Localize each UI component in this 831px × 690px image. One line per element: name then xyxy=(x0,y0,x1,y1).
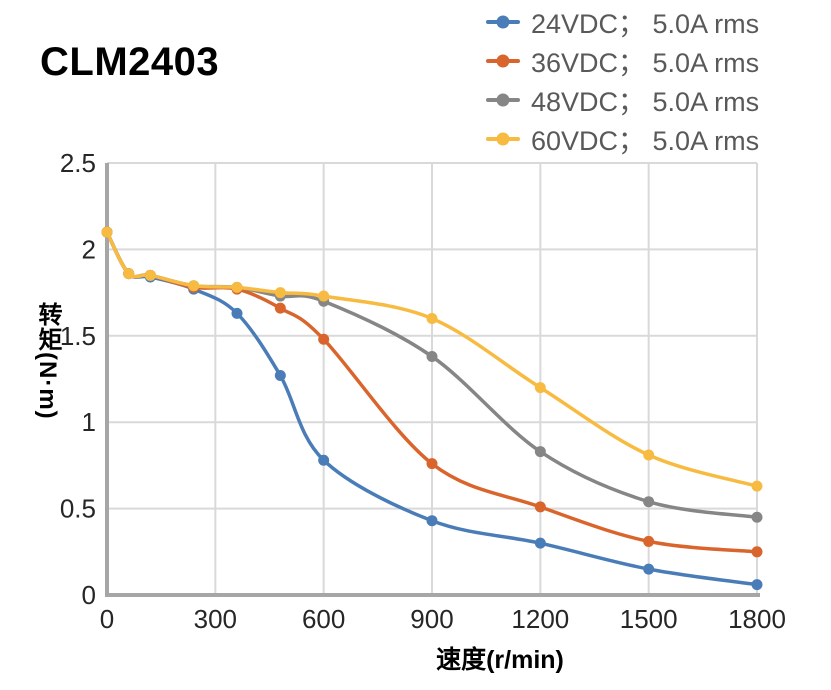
y-tick-label: 0.5 xyxy=(60,494,96,524)
data-point-marker xyxy=(426,313,438,325)
data-point-marker xyxy=(318,333,330,345)
x-tick-label: 600 xyxy=(302,604,345,634)
data-point-marker xyxy=(534,537,546,549)
data-point-marker xyxy=(188,280,200,292)
line-dot-marker-icon xyxy=(486,93,520,106)
y-axis-label: 转矩(N·m) xyxy=(34,302,61,420)
data-point-marker xyxy=(751,511,763,523)
data-point-marker xyxy=(318,454,330,466)
x-tick-label: 1800 xyxy=(728,604,786,634)
data-point-marker xyxy=(534,501,546,513)
data-point-marker xyxy=(123,268,135,280)
y-tick-label: 2.5 xyxy=(60,148,96,178)
data-point-marker xyxy=(318,290,330,302)
data-point-marker xyxy=(274,287,286,299)
legend: 24VDC； 5.0A rms 36VDC； 5.0A rms 48VDC； 5… xyxy=(486,2,759,158)
x-tick-label: 1200 xyxy=(511,604,569,634)
data-point-marker xyxy=(231,281,243,293)
legend-label: 24VDC； 5.0A rms xyxy=(531,9,760,39)
data-point-marker xyxy=(274,302,286,314)
x-tick-label: 1500 xyxy=(620,604,678,634)
legend-label: 36VDC； 5.0A rms xyxy=(531,48,760,78)
data-point-marker xyxy=(426,458,438,470)
line-dot-marker-icon xyxy=(486,54,520,67)
x-tick-label: 300 xyxy=(194,604,237,634)
legend-item-60vdc: 60VDC； 5.0A rms xyxy=(486,119,759,158)
data-point-marker xyxy=(643,535,655,547)
data-point-marker xyxy=(751,480,763,492)
legend-label: 60VDC； 5.0A rms xyxy=(531,126,760,156)
legend-item-24vdc: 24VDC； 5.0A rms xyxy=(486,2,759,41)
data-point-marker xyxy=(643,563,655,575)
line-dot-marker-icon xyxy=(486,132,520,145)
data-point-marker xyxy=(274,370,286,382)
data-point-marker xyxy=(144,269,156,281)
legend-item-36vdc: 36VDC； 5.0A rms xyxy=(486,41,759,80)
data-point-marker xyxy=(101,226,113,238)
legend-item-48vdc: 48VDC； 5.0A rms xyxy=(486,80,759,119)
data-point-marker xyxy=(231,307,243,319)
data-point-marker xyxy=(751,546,763,558)
data-point-marker xyxy=(534,446,546,458)
legend-label: 48VDC； 5.0A rms xyxy=(531,87,760,117)
data-point-marker xyxy=(751,579,763,591)
x-tick-label: 900 xyxy=(410,604,453,634)
y-tick-label: 1.5 xyxy=(60,321,96,351)
y-tick-label: 0 xyxy=(82,580,96,610)
x-tick-label: 0 xyxy=(100,604,114,634)
x-axis-label: 速度(r/min) xyxy=(436,646,564,674)
data-point-marker xyxy=(534,382,546,394)
y-tick-label: 1 xyxy=(82,407,96,437)
data-point-marker xyxy=(643,496,655,508)
data-point-marker xyxy=(426,515,438,527)
data-point-marker xyxy=(643,449,655,461)
data-point-marker xyxy=(426,351,438,363)
chart-title: CLM2403 xyxy=(40,40,220,84)
line-dot-marker-icon xyxy=(486,15,520,28)
y-tick-label: 2 xyxy=(82,234,96,264)
